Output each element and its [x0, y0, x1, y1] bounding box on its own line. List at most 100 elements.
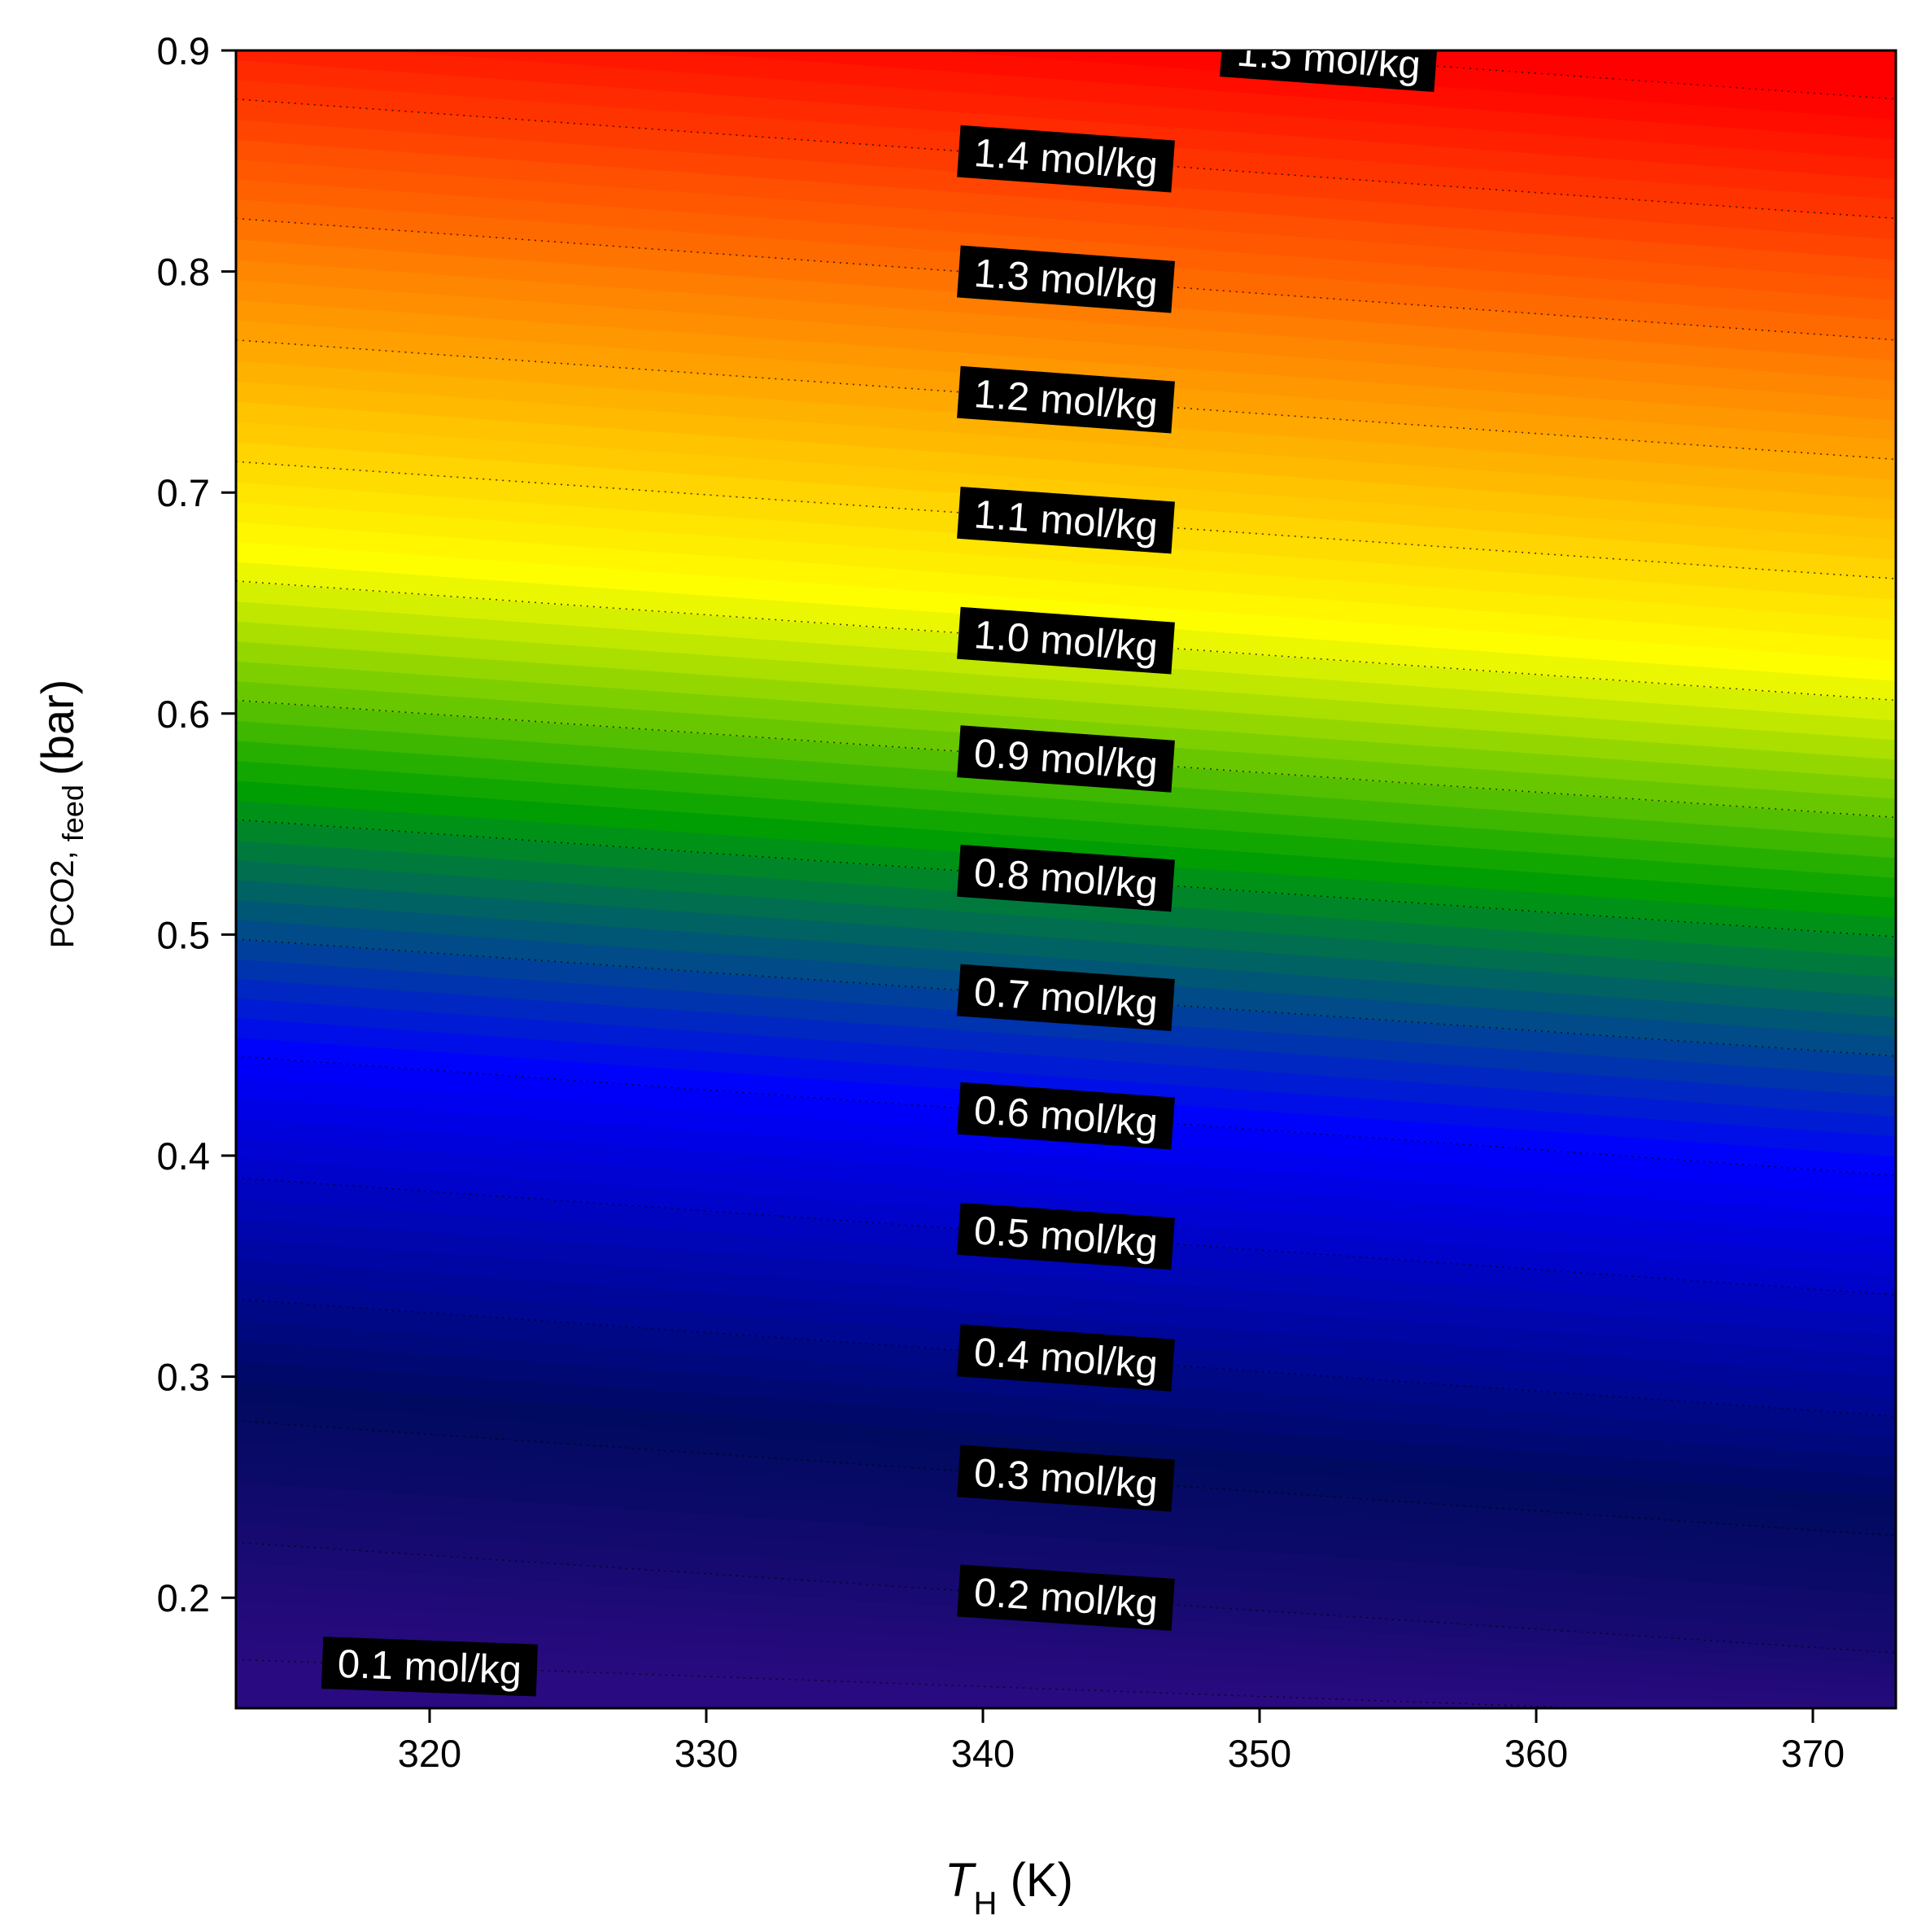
contour-label: 0.9 mol/kg — [957, 725, 1175, 793]
color-band — [236, 1440, 1896, 1576]
contour-label: 1.0 mol/kg — [957, 606, 1175, 675]
x-axis-title-unit: (K) — [1011, 1854, 1073, 1907]
color-band — [236, 1756, 1896, 1786]
color-band — [236, 1237, 1896, 1377]
contour-label: 1.2 mol/kg — [957, 365, 1175, 434]
color-band — [236, 500, 1896, 640]
contour-line — [236, 938, 1896, 1057]
contour-line — [236, 98, 1896, 220]
color-band — [1484, 50, 1896, 81]
color-band — [236, 1197, 1896, 1336]
contour-line — [236, 1420, 1896, 1536]
contour-label: 1.1 mol/kg — [957, 486, 1175, 554]
color-band — [236, 1318, 1896, 1458]
y-tick-label: 0.9 — [157, 29, 210, 72]
color-band — [236, 480, 1896, 620]
y-tick-label: 0.4 — [157, 1134, 210, 1178]
contour-label-bg — [321, 1637, 539, 1697]
color-band — [236, 258, 1896, 401]
contour-label: 0.2 mol/kg — [957, 1564, 1175, 1631]
color-band — [236, 50, 1896, 180]
color-band — [236, 359, 1896, 500]
contour-label-bg — [957, 964, 1175, 1032]
contour-label-bg — [957, 1445, 1175, 1512]
color-band — [236, 878, 1896, 1017]
color-band — [236, 779, 1896, 918]
color-band — [236, 238, 1896, 381]
contour-label-bg — [957, 1202, 1175, 1270]
contour-label: 0.6 mol/kg — [957, 1082, 1175, 1150]
x-axis-title-main: T — [945, 1854, 976, 1907]
contour-line — [236, 217, 1896, 341]
y-tick-label: 0.6 — [157, 693, 210, 736]
color-band — [236, 659, 1896, 799]
y-tick-label: 0.5 — [157, 913, 210, 956]
color-band — [236, 540, 1896, 681]
color-band — [236, 1717, 1896, 1764]
color-band — [236, 1116, 1896, 1257]
color-band — [236, 1257, 1896, 1397]
contour-label: 1.3 mol/kg — [957, 245, 1175, 313]
color-band — [1207, 50, 1896, 100]
x-axis-title: TH (K) — [945, 1854, 1073, 1921]
contour-label-bg — [957, 844, 1175, 912]
color-band — [236, 177, 1896, 321]
color-band — [236, 1359, 1896, 1497]
contour-line — [1210, 50, 1896, 100]
y-axis-title-space — [45, 776, 81, 785]
contour-label-bg — [957, 606, 1175, 675]
contour-line — [236, 1055, 1896, 1177]
y-tick-label: 0.8 — [157, 251, 210, 294]
color-band — [236, 619, 1896, 760]
color-band — [236, 600, 1896, 741]
color-band — [236, 1501, 1896, 1635]
color-band — [236, 138, 1896, 281]
contour-label-bg — [957, 725, 1175, 793]
contour-label: 1.4 mol/kg — [957, 125, 1175, 193]
color-band — [654, 50, 1896, 140]
color-band — [236, 996, 1896, 1137]
color-band — [236, 859, 1896, 998]
color-band — [236, 520, 1896, 661]
color-band — [1761, 50, 1896, 60]
x-tick-label: 350 — [1228, 1732, 1291, 1775]
y-tick-label: 0.2 — [157, 1576, 210, 1619]
x-axis-title-sub: H — [974, 1886, 998, 1921]
color-band — [236, 1379, 1896, 1517]
y-axis-title-sub: feed — [56, 785, 90, 841]
color-band — [236, 898, 1896, 1038]
color-band — [236, 1136, 1896, 1276]
color-band — [236, 977, 1896, 1117]
color-band — [236, 957, 1896, 1097]
contour-label-bg — [957, 1082, 1175, 1150]
contour-line — [236, 699, 1896, 819]
y-tick-label: 0.3 — [157, 1356, 210, 1399]
contour-line — [236, 1298, 1896, 1418]
plot-frame — [234, 49, 1897, 1710]
color-band — [236, 1600, 1896, 1698]
contour-label-text: 0.1 mol/kg — [337, 1642, 522, 1693]
contour-label: 0.5 mol/kg — [957, 1202, 1175, 1270]
color-band — [236, 1095, 1896, 1236]
contour-line — [236, 461, 1896, 579]
color-band — [236, 739, 1896, 878]
contour-line — [236, 339, 1896, 461]
color-band — [236, 379, 1896, 520]
contour-label: 1.5 mol/kg — [1220, 50, 1438, 93]
color-band — [236, 1480, 1896, 1615]
contour-label-bg — [1220, 50, 1438, 93]
x-tick-label: 330 — [675, 1732, 738, 1775]
contour-label-bg — [957, 1324, 1175, 1392]
color-band — [236, 278, 1896, 421]
color-band — [378, 50, 1896, 160]
x-axis: 320 330 340 350 360 370 — [398, 1708, 1845, 1775]
contour-label-bg — [957, 1564, 1175, 1631]
contour-label: 0.8 mol/kg — [957, 844, 1175, 912]
color-band — [236, 1075, 1896, 1217]
x-tick-label: 370 — [1781, 1732, 1845, 1775]
color-band — [236, 0, 1896, 40]
contour-label: 0.4 mol/kg — [957, 1324, 1175, 1392]
contour-line — [236, 819, 1896, 938]
color-band — [236, 1016, 1896, 1156]
